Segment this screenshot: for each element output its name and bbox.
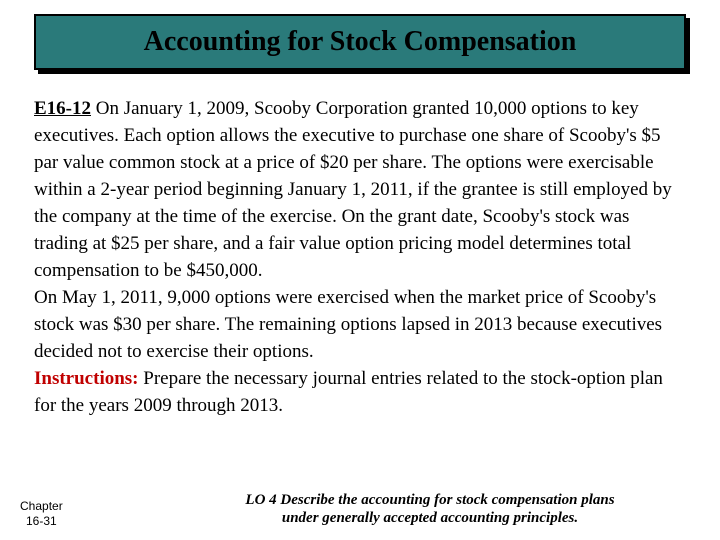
chapter-label: Chapter 16-31 [20,499,63,528]
body-text-1: On January 1, 2009, Scooby Corporation g… [34,98,672,281]
chapter-line1: Chapter [20,499,63,513]
lo-line1: LO 4 Describe the accounting for stock c… [245,492,614,508]
body-text-2: On May 1, 2011, 9,000 options were exerc… [34,287,662,362]
exercise-label: E16-12 [34,98,91,119]
body-paragraph: E16-12 On January 1, 2009, Scooby Corpor… [34,96,686,420]
header-title: Accounting for Stock Compensation [144,26,577,58]
instructions-label: Instructions: [34,368,139,389]
lo-line2: under generally accepted accounting prin… [282,510,578,526]
chapter-line2: 16-31 [26,514,57,528]
header-box: Accounting for Stock Compensation [34,14,686,70]
learning-objective: LO 4 Describe the accounting for stock c… [170,491,690,529]
